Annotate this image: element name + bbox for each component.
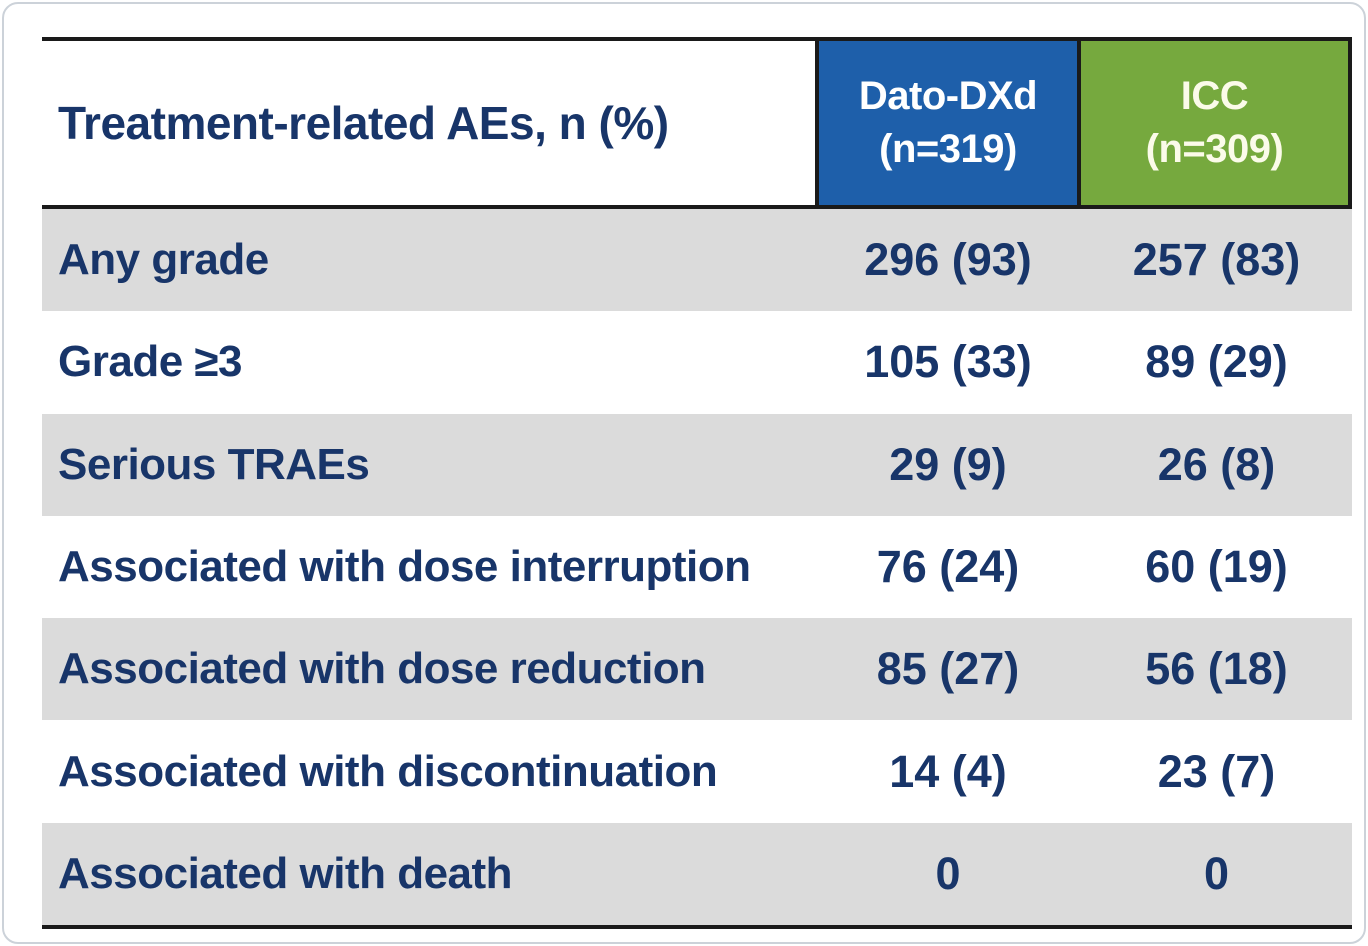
column-header-icc-n: (n=309) — [1145, 127, 1284, 171]
row-label: Any grade — [58, 235, 269, 285]
icc-value: 26 (8) — [1157, 438, 1276, 490]
icc-value: 56 (18) — [1145, 643, 1288, 695]
column-header-icc: ICC (n=309) — [1081, 41, 1352, 205]
column-header-dato-dxd-n: (n=319) — [879, 127, 1017, 171]
column-header-icc-name: ICC — [1180, 74, 1249, 119]
table-row-serious-traes: Serious TRAEs 29 (9) 26 (8) — [42, 413, 1352, 516]
dato-dxd-value: 85 (27) — [876, 643, 1020, 695]
row-label: Associated with death — [58, 848, 513, 898]
icc-value: 60 (19) — [1145, 540, 1288, 592]
row-label: Associated with dose interruption — [58, 541, 751, 591]
dato-dxd-value: 76 (24) — [876, 540, 1020, 592]
table-row-discontinuation: Associated with discontinuation 14 (4) 2… — [42, 720, 1352, 823]
column-header-dato-dxd-name: Dato-DXd — [858, 74, 1038, 119]
column-header-dato-dxd: Dato-DXd (n=319) — [815, 41, 1081, 205]
row-label: Associated with discontinuation — [58, 746, 718, 796]
icc-value: 89 (29) — [1145, 336, 1288, 388]
dato-dxd-value: 105 (33) — [864, 336, 1032, 388]
table-header-row: Treatment-related AEs, n (%) Dato-DXd (n… — [42, 41, 1352, 209]
icc-value: 257 (83) — [1132, 234, 1301, 286]
icc-value: 0 — [1203, 847, 1230, 899]
row-label: Serious TRAEs — [58, 439, 370, 489]
dato-dxd-value: 0 — [935, 847, 961, 899]
dato-dxd-value: 29 (9) — [889, 438, 1007, 490]
table-row-grade-ge3: Grade ≥3 105 (33) 89 (29) — [42, 311, 1352, 414]
table-row-any-grade: Any grade 296 (93) 257 (83) — [42, 209, 1352, 312]
treatment-related-aes-table: Treatment-related AEs, n (%) Dato-DXd (n… — [42, 37, 1352, 929]
table-title: Treatment-related AEs, n (%) — [58, 97, 669, 149]
dato-dxd-value: 296 (93) — [864, 234, 1032, 286]
icc-value: 23 (7) — [1157, 745, 1276, 797]
table-row-death: Associated with death 0 0 — [42, 822, 1352, 925]
row-label: Associated with dose reduction — [58, 644, 706, 694]
dato-dxd-value: 14 (4) — [889, 745, 1007, 797]
row-label: Grade ≥3 — [58, 337, 243, 387]
table-row-dose-interruption: Associated with dose interruption 76 (24… — [42, 515, 1352, 619]
table-row-dose-reduction: Associated with dose reduction 85 (27) 5… — [42, 618, 1352, 721]
